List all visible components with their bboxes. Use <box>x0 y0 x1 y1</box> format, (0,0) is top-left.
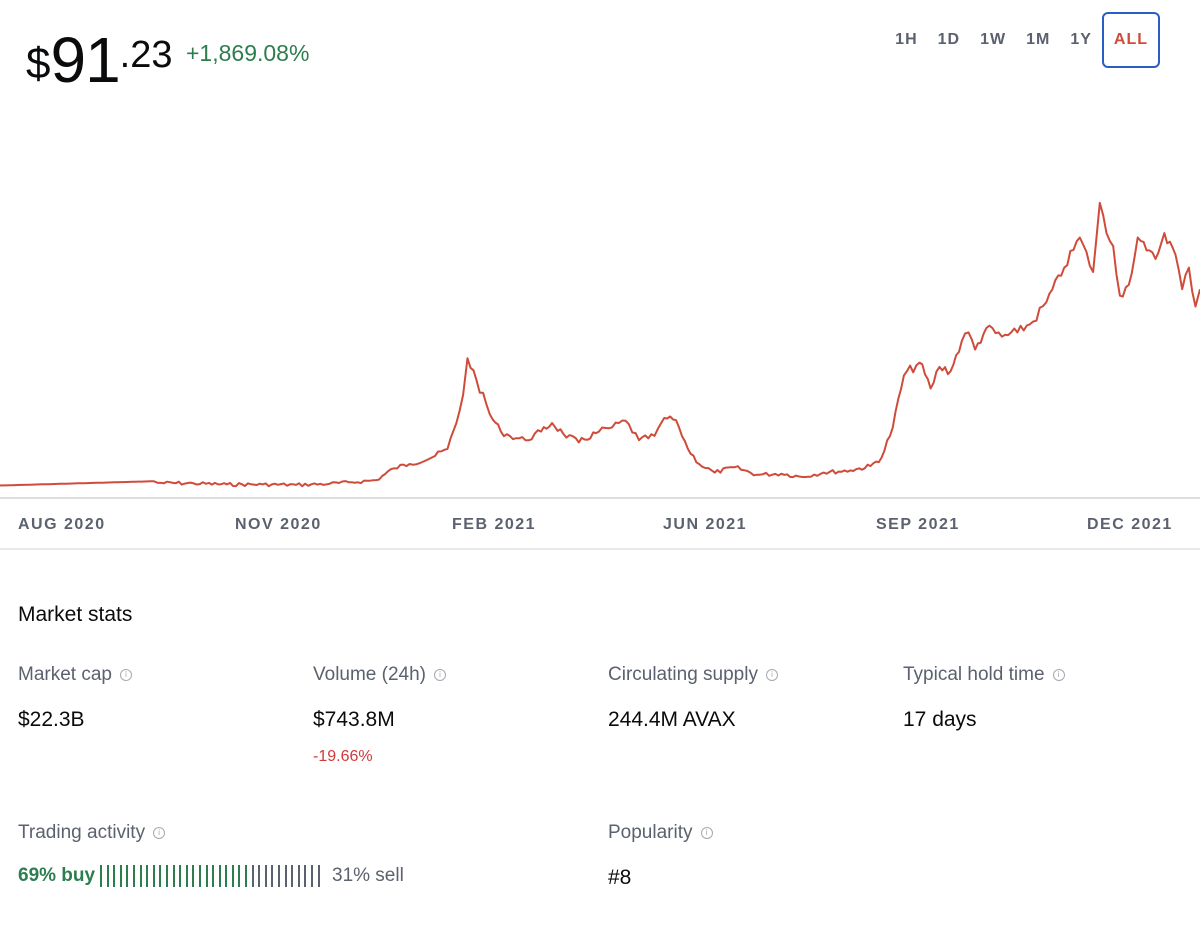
buy-tick <box>152 865 155 887</box>
buy-tick <box>245 865 248 887</box>
trading-activity-bar <box>100 865 324 887</box>
buy-tick <box>172 865 175 887</box>
buy-tick <box>198 865 201 887</box>
x-tick-label: FEB 2021 <box>452 516 537 533</box>
buy-tick <box>100 865 102 887</box>
x-tick-label: DEC 2021 <box>1087 516 1173 533</box>
buy-tick <box>218 865 221 887</box>
buy-tick <box>231 865 234 887</box>
buy-percent: 69% buy <box>18 865 96 886</box>
volume-value: $743.8M <box>313 708 395 731</box>
trading-activity-label: Trading activity i <box>18 822 166 844</box>
stat-label-text: Circulating supply <box>608 664 758 685</box>
hold-time-label: Typical hold time i <box>903 664 1065 686</box>
buy-tick <box>238 865 241 887</box>
x-tick-label: AUG 2020 <box>18 516 106 533</box>
x-tick-label: JUN 2021 <box>663 516 748 533</box>
price-cents: .23 <box>119 34 173 76</box>
range-1h[interactable]: 1H <box>895 31 918 48</box>
range-1d[interactable]: 1D <box>937 31 961 48</box>
buy-tick <box>205 865 208 887</box>
stat-label-text: Volume (24h) <box>313 664 427 685</box>
hold-time-value: 17 days <box>903 708 977 731</box>
popularity-label: Popularity i <box>608 822 713 844</box>
price-line-series <box>0 201 1200 488</box>
x-axis-line <box>0 497 1200 499</box>
buy-tick <box>159 865 162 887</box>
range-1m[interactable]: 1M <box>1026 31 1051 48</box>
time-range-selector: 1H 1D 1W 1M 1Y ALL <box>885 12 1160 68</box>
buy-tick <box>146 865 149 887</box>
sell-percent: 31% sell <box>332 865 404 886</box>
stat-label-text: Typical hold time <box>903 664 1045 685</box>
price-currency: $ <box>26 39 51 88</box>
buy-tick <box>126 865 129 887</box>
buy-tick <box>212 865 215 887</box>
buy-tick <box>165 865 168 887</box>
sell-tick <box>304 865 307 887</box>
buy-tick <box>139 865 142 887</box>
stat-label-text: Trading activity <box>18 822 146 843</box>
sell-tick <box>258 865 261 887</box>
buy-tick <box>192 865 195 887</box>
market-cap-value: $22.3B <box>18 708 85 731</box>
price-chart[interactable] <box>0 100 1200 500</box>
market-cap-label: Market cap i <box>18 664 132 686</box>
volume-change: -19.66% <box>313 748 373 765</box>
sell-tick <box>264 865 267 887</box>
buy-tick <box>132 865 135 887</box>
buy-tick <box>106 865 109 887</box>
stat-label-text: Market cap <box>18 664 112 685</box>
sell-tick <box>278 865 281 887</box>
sell-tick <box>311 865 313 887</box>
sell-tick <box>251 865 254 887</box>
range-all[interactable]: ALL <box>1101 12 1160 68</box>
sell-tick <box>284 865 287 887</box>
range-1w[interactable]: 1W <box>980 31 1007 48</box>
popularity-value: #8 <box>608 866 632 889</box>
price-display: $ 91 .23 <box>26 28 173 92</box>
price-integer: 91 <box>50 24 120 96</box>
chart-divider <box>0 548 1200 550</box>
info-icon[interactable]: i <box>119 669 132 681</box>
volume-label: Volume (24h) i <box>313 664 447 686</box>
circulating-supply-value: 244.4M AVAX <box>608 708 736 731</box>
sell-tick <box>317 865 320 887</box>
sell-tick <box>291 865 294 887</box>
range-1y[interactable]: 1Y <box>1070 31 1092 48</box>
buy-tick <box>225 865 228 887</box>
x-tick-label: NOV 2020 <box>235 516 322 533</box>
info-icon[interactable]: i <box>434 669 447 681</box>
info-icon[interactable]: i <box>153 827 166 839</box>
info-icon[interactable]: i <box>1052 669 1065 681</box>
sell-tick <box>271 865 274 887</box>
info-icon[interactable]: i <box>765 669 778 681</box>
sell-tick <box>297 865 300 887</box>
buy-tick <box>119 865 122 887</box>
stat-label-text: Popularity <box>608 822 693 843</box>
info-icon[interactable]: i <box>700 827 713 839</box>
circulating-supply-label: Circulating supply i <box>608 664 778 686</box>
buy-tick <box>113 865 116 887</box>
x-tick-label: SEP 2021 <box>876 516 960 533</box>
price-change-percent: +1,869.08% <box>186 40 310 66</box>
buy-tick <box>185 865 188 887</box>
buy-tick <box>179 865 182 887</box>
market-stats-title: Market stats <box>18 603 133 626</box>
